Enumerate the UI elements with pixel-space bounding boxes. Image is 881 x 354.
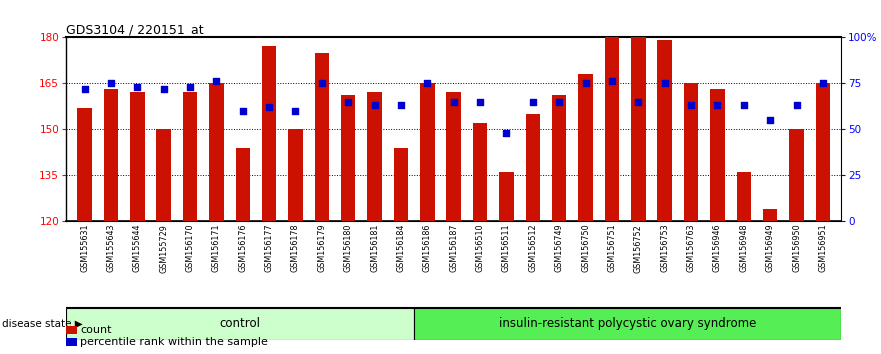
Point bbox=[737, 102, 751, 108]
Text: GSM156946: GSM156946 bbox=[713, 224, 722, 272]
Bar bbox=[262, 46, 277, 221]
Point bbox=[367, 102, 381, 108]
Point bbox=[157, 86, 171, 92]
Bar bbox=[104, 89, 118, 221]
Bar bbox=[288, 129, 303, 221]
Text: GSM156750: GSM156750 bbox=[581, 224, 590, 273]
Point bbox=[473, 99, 487, 104]
Text: GSM156180: GSM156180 bbox=[344, 224, 352, 272]
Bar bbox=[473, 123, 487, 221]
Bar bbox=[66, 308, 413, 340]
Point bbox=[315, 80, 329, 86]
Point bbox=[632, 99, 646, 104]
Text: GSM156510: GSM156510 bbox=[476, 224, 485, 272]
Text: GSM156186: GSM156186 bbox=[423, 224, 432, 272]
Bar bbox=[526, 114, 540, 221]
Bar bbox=[341, 96, 356, 221]
Text: GSM156951: GSM156951 bbox=[818, 224, 827, 273]
Point bbox=[605, 79, 619, 84]
Bar bbox=[552, 96, 566, 221]
Bar bbox=[235, 148, 250, 221]
Bar bbox=[737, 172, 751, 221]
Text: GSM156948: GSM156948 bbox=[739, 224, 748, 272]
Point bbox=[210, 79, 224, 84]
Point bbox=[236, 108, 250, 114]
Point bbox=[394, 102, 408, 108]
Text: GSM156187: GSM156187 bbox=[449, 224, 458, 272]
Bar bbox=[500, 172, 514, 221]
Bar bbox=[684, 83, 699, 221]
Point bbox=[579, 80, 593, 86]
Text: count: count bbox=[80, 325, 112, 335]
Point bbox=[763, 117, 777, 123]
Text: disease state ▶: disease state ▶ bbox=[2, 319, 83, 329]
Text: GSM156751: GSM156751 bbox=[607, 224, 617, 273]
Point bbox=[130, 84, 144, 90]
Point bbox=[552, 99, 566, 104]
Bar bbox=[710, 89, 725, 221]
Text: GSM156511: GSM156511 bbox=[502, 224, 511, 272]
Bar bbox=[657, 40, 672, 221]
Point bbox=[262, 104, 276, 110]
Point bbox=[789, 102, 803, 108]
Text: GSM156181: GSM156181 bbox=[370, 224, 379, 272]
Bar bbox=[578, 74, 593, 221]
Point bbox=[183, 84, 197, 90]
Point bbox=[341, 99, 355, 104]
Text: GSM155631: GSM155631 bbox=[80, 224, 89, 272]
Text: percentile rank within the sample: percentile rank within the sample bbox=[80, 337, 268, 347]
Point bbox=[816, 80, 830, 86]
Text: GSM156949: GSM156949 bbox=[766, 224, 774, 273]
Text: GSM156176: GSM156176 bbox=[238, 224, 248, 272]
Text: GSM156763: GSM156763 bbox=[686, 224, 695, 272]
Point bbox=[500, 130, 514, 136]
Point bbox=[710, 102, 724, 108]
Text: control: control bbox=[219, 318, 261, 330]
Text: GSM156752: GSM156752 bbox=[633, 224, 643, 273]
Bar bbox=[367, 92, 381, 221]
Text: insulin-resistant polycystic ovary syndrome: insulin-resistant polycystic ovary syndr… bbox=[499, 318, 756, 330]
Point bbox=[78, 86, 92, 92]
Bar bbox=[130, 92, 144, 221]
Point bbox=[288, 108, 302, 114]
Bar bbox=[447, 92, 461, 221]
Bar bbox=[631, 28, 646, 221]
Bar bbox=[604, 16, 619, 221]
Text: GDS3104 / 220151_at: GDS3104 / 220151_at bbox=[66, 23, 204, 36]
Text: GSM155644: GSM155644 bbox=[133, 224, 142, 272]
Bar bbox=[420, 83, 434, 221]
Bar bbox=[315, 52, 329, 221]
Bar bbox=[763, 209, 777, 221]
Bar bbox=[209, 83, 224, 221]
Text: GSM156171: GSM156171 bbox=[212, 224, 221, 272]
Text: GSM155729: GSM155729 bbox=[159, 224, 168, 273]
Text: GSM156950: GSM156950 bbox=[792, 224, 801, 273]
Text: GSM156753: GSM156753 bbox=[660, 224, 670, 273]
Text: GSM156170: GSM156170 bbox=[186, 224, 195, 272]
Text: GSM156179: GSM156179 bbox=[317, 224, 326, 273]
Text: GSM156512: GSM156512 bbox=[529, 224, 537, 273]
Point bbox=[420, 80, 434, 86]
Text: GSM156749: GSM156749 bbox=[555, 224, 564, 273]
Point bbox=[104, 80, 118, 86]
Text: GSM156184: GSM156184 bbox=[396, 224, 405, 272]
Text: GSM155643: GSM155643 bbox=[107, 224, 115, 272]
Bar bbox=[789, 129, 803, 221]
Point bbox=[526, 99, 540, 104]
Text: GSM156178: GSM156178 bbox=[291, 224, 300, 272]
Point bbox=[447, 99, 461, 104]
Text: GSM156177: GSM156177 bbox=[264, 224, 274, 273]
Bar bbox=[182, 92, 197, 221]
Point bbox=[684, 102, 698, 108]
Bar bbox=[394, 148, 408, 221]
Bar bbox=[157, 129, 171, 221]
Point bbox=[657, 80, 671, 86]
Bar bbox=[816, 83, 830, 221]
Bar bbox=[78, 108, 92, 221]
Bar bbox=[413, 308, 841, 340]
